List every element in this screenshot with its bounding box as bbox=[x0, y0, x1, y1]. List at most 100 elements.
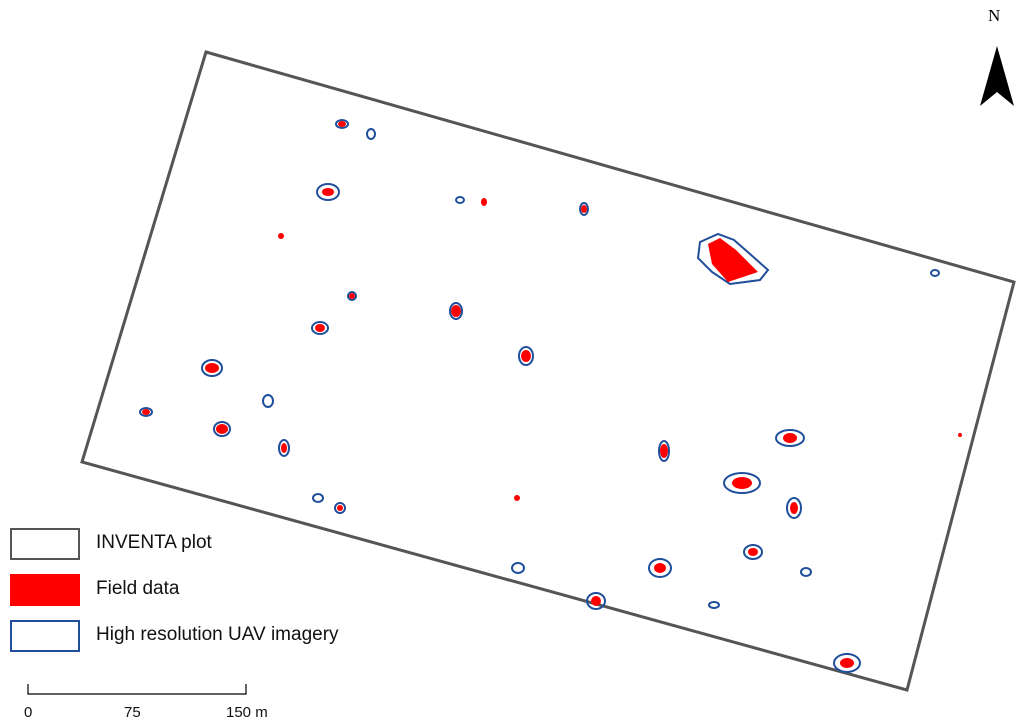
tree-crown bbox=[514, 495, 520, 501]
field-data-crown bbox=[481, 198, 487, 206]
scale-label-0: 0 bbox=[24, 704, 33, 721]
field-data-crown bbox=[732, 477, 752, 489]
tree-crown bbox=[743, 544, 763, 560]
north-arrow: N bbox=[976, 6, 1018, 110]
tree-crown bbox=[449, 302, 463, 320]
legend-label-field-data: Field data bbox=[96, 578, 180, 599]
field-data-crown bbox=[958, 433, 962, 437]
tree-crown bbox=[723, 472, 761, 494]
uav-crown-outline bbox=[518, 346, 534, 366]
field-data-crown bbox=[840, 658, 854, 668]
tree-crown bbox=[334, 502, 346, 514]
uav-crown-outline bbox=[316, 183, 340, 201]
tree-crown bbox=[518, 346, 534, 366]
uav-crown-outline bbox=[723, 472, 761, 494]
tree-crown bbox=[335, 119, 349, 129]
uav-crown-outline bbox=[743, 544, 763, 560]
scale-bar-line bbox=[27, 684, 247, 695]
field-data-crown bbox=[451, 305, 461, 317]
uav-crown-outline bbox=[262, 394, 274, 408]
tree-crown bbox=[833, 653, 861, 673]
tree-crown bbox=[278, 233, 284, 239]
tree-crown bbox=[775, 429, 805, 447]
tree-crown bbox=[311, 321, 329, 335]
north-arrow-icon bbox=[980, 46, 1014, 106]
scale-bar: 0 75 150 m bbox=[20, 682, 268, 722]
tree-crown bbox=[481, 198, 487, 206]
uav-crown-outline bbox=[347, 291, 357, 301]
uav-crown-outline bbox=[579, 202, 589, 216]
tree-crown bbox=[511, 562, 525, 574]
field-data-crown bbox=[349, 293, 355, 299]
field-data-crown bbox=[581, 205, 587, 213]
tree-crown bbox=[930, 269, 940, 277]
uav-crown-outline bbox=[366, 128, 376, 140]
uav-crown-outline bbox=[311, 321, 329, 335]
tree-crown bbox=[786, 497, 802, 519]
uav-crown-outline bbox=[586, 592, 606, 610]
uav-crown-outline bbox=[334, 502, 346, 514]
scale-label-150: 150 m bbox=[226, 704, 268, 721]
field-data-crown bbox=[315, 324, 325, 332]
tree-crown bbox=[658, 440, 670, 462]
field-data-crown bbox=[790, 502, 798, 514]
tree-crown bbox=[708, 601, 720, 609]
field-data-crown bbox=[337, 505, 343, 511]
tree-crown bbox=[316, 183, 340, 201]
field-data-crown bbox=[216, 424, 228, 434]
uav-crown-outline bbox=[449, 302, 463, 320]
tree-crown bbox=[958, 433, 962, 437]
field-data-crown bbox=[748, 548, 758, 556]
field-data-crown bbox=[322, 188, 334, 196]
tree-crown bbox=[455, 196, 465, 204]
field-data-crown bbox=[281, 443, 287, 453]
tree-crown bbox=[278, 439, 290, 457]
legend-swatch-field-data bbox=[10, 574, 80, 606]
uav-crown-outline bbox=[511, 562, 525, 574]
uav-crown-outline bbox=[833, 653, 861, 673]
field-data-crown bbox=[654, 563, 666, 573]
tree-crown bbox=[312, 493, 324, 503]
tree-crown bbox=[213, 421, 231, 437]
tree-crown bbox=[262, 394, 274, 408]
tree-crown bbox=[648, 558, 672, 578]
field-data-crown bbox=[338, 121, 346, 127]
field-data-crown bbox=[278, 233, 284, 239]
field-data-crown bbox=[660, 444, 668, 458]
uav-crown-outline bbox=[455, 196, 465, 204]
north-letter: N bbox=[988, 6, 1001, 25]
field-data-crown bbox=[142, 409, 150, 415]
field-data-crown bbox=[514, 495, 520, 501]
legend-swatch-uav bbox=[10, 620, 80, 652]
tree-crown-large bbox=[696, 232, 770, 286]
uav-crown-outline bbox=[775, 429, 805, 447]
uav-crown-outline bbox=[648, 558, 672, 578]
uav-crown-outline bbox=[786, 497, 802, 519]
uav-crown-outline bbox=[201, 359, 223, 377]
uav-crown-outline bbox=[335, 119, 349, 129]
uav-crown-outline bbox=[658, 440, 670, 462]
tree-crown bbox=[366, 128, 376, 140]
uav-crown-outline bbox=[312, 493, 324, 503]
tree-crown bbox=[201, 359, 223, 377]
uav-crown-outline bbox=[139, 407, 153, 417]
field-data-crown bbox=[783, 433, 797, 443]
tree-crown bbox=[800, 567, 812, 577]
field-data-crown bbox=[521, 350, 531, 362]
uav-crown-outline bbox=[930, 269, 940, 277]
legend-label-plot: INVENTA plot bbox=[96, 532, 212, 553]
uav-crown-outline bbox=[708, 601, 720, 609]
uav-crown-outline bbox=[213, 421, 231, 437]
legend-label-uav: High resolution UAV imagery bbox=[96, 624, 339, 645]
legend-swatch-plot bbox=[10, 528, 80, 560]
scale-label-75: 75 bbox=[124, 704, 141, 721]
tree-crown bbox=[347, 291, 357, 301]
uav-crown-outline bbox=[278, 439, 290, 457]
tree-crown bbox=[579, 202, 589, 216]
field-data-crown bbox=[205, 363, 219, 373]
inventa-plot-boundary bbox=[80, 50, 1016, 692]
field-data-crown bbox=[591, 596, 601, 606]
tree-crown bbox=[586, 592, 606, 610]
tree-crowns bbox=[139, 119, 962, 673]
